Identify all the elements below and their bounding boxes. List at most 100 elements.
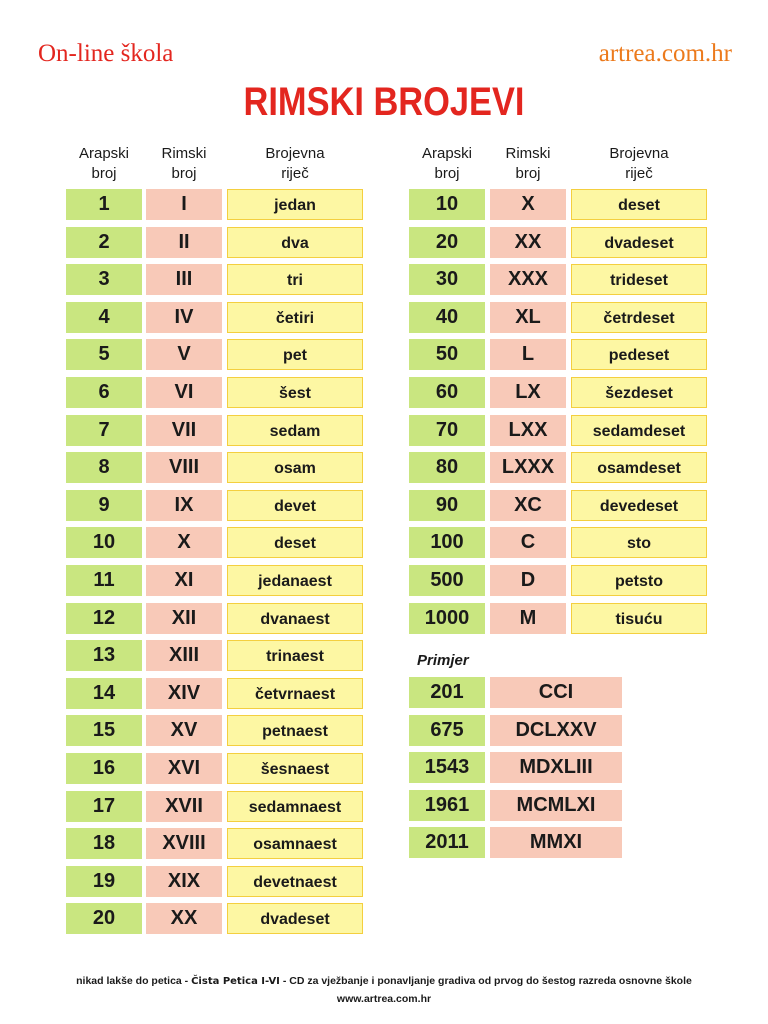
arabic-number-cell: 80 <box>409 452 485 483</box>
roman-numeral-cell: C <box>490 527 566 558</box>
number-word-cell: jedanaest <box>227 565 363 596</box>
roman-numeral-cell: XC <box>490 490 566 521</box>
footer-product: Čista Petica I-VI <box>191 976 280 987</box>
number-word-cell: petnaest <box>227 715 363 746</box>
roman-numeral-cell: X <box>146 527 222 558</box>
roman-numeral-cell: XL <box>490 302 566 333</box>
roman-numeral-cell: II <box>146 227 222 258</box>
arabic-number-cell: 11 <box>66 565 142 596</box>
arabic-number-cell: 60 <box>409 377 485 408</box>
roman-numeral-cell: XX <box>490 227 566 258</box>
roman-numeral-cell: V <box>146 339 222 370</box>
number-word-cell: četiri <box>227 302 363 333</box>
arabic-number-cell: 50 <box>409 339 485 370</box>
example-roman-cell: MCMLXI <box>490 790 622 821</box>
number-word-cell: devedeset <box>571 490 707 521</box>
number-word-cell: tri <box>227 264 363 295</box>
roman-numeral-cell: XVII <box>146 791 222 822</box>
roman-numeral-cell: XIV <box>146 678 222 709</box>
example-roman-cell: CCI <box>490 677 622 708</box>
roman-numeral-cell: VI <box>146 377 222 408</box>
number-word-cell: osamnaest <box>227 828 363 859</box>
number-word-cell: šesnaest <box>227 753 363 784</box>
arabic-number-cell: 10 <box>66 527 142 558</box>
number-word-cell: sedamnaest <box>227 791 363 822</box>
footer-suffix: - CD za vježbanje i ponavljanje gradiva … <box>279 975 692 987</box>
arabic-number-cell: 8 <box>66 452 142 483</box>
number-word-cell: dva <box>227 227 363 258</box>
roman-numeral-cell: XXX <box>490 264 566 295</box>
number-word-cell: pedeset <box>571 339 707 370</box>
number-word-cell: osam <box>227 452 363 483</box>
roman-numeral-cell: III <box>146 264 222 295</box>
right-header-roman: Rimski broj <box>505 145 551 182</box>
arabic-number-cell: 20 <box>66 903 142 934</box>
number-word-cell: tisuću <box>571 603 707 634</box>
roman-numeral-cell: L <box>490 339 566 370</box>
number-word-cell: šezdeset <box>571 377 707 408</box>
example-arabic-cell: 201 <box>409 677 485 708</box>
number-word-cell: sedamdeset <box>571 415 707 446</box>
number-word-cell: trinaest <box>227 640 363 671</box>
roman-numeral-cell: XV <box>146 715 222 746</box>
brand-right[interactable]: artrea.com.hr <box>598 40 732 67</box>
number-word-cell: četrdeset <box>571 302 707 333</box>
arabic-number-cell: 9 <box>66 490 142 521</box>
number-word-cell: trideset <box>571 264 707 295</box>
example-roman-cell: MDXLIII <box>490 752 622 783</box>
roman-numeral-cell: IV <box>146 302 222 333</box>
arabic-number-cell: 500 <box>409 565 485 596</box>
example-roman-cell: MMXI <box>490 827 622 858</box>
examples-label: Primjer <box>417 652 469 669</box>
number-word-cell: pet <box>227 339 363 370</box>
arabic-number-cell: 6 <box>66 377 142 408</box>
number-word-cell: dvadeset <box>571 227 707 258</box>
roman-numeral-cell: LXXX <box>490 452 566 483</box>
arabic-number-cell: 7 <box>66 415 142 446</box>
arabic-number-cell: 19 <box>66 866 142 897</box>
number-word-cell: sto <box>571 527 707 558</box>
arabic-number-cell: 4 <box>66 302 142 333</box>
arabic-number-cell: 16 <box>66 753 142 784</box>
arabic-number-cell: 30 <box>409 264 485 295</box>
footer-line-2[interactable]: www.artrea.com.hr <box>336 993 432 1005</box>
arabic-number-cell: 3 <box>66 264 142 295</box>
left-header-word: Brojevna riječ <box>265 145 325 182</box>
arabic-number-cell: 1000 <box>409 603 485 634</box>
arabic-number-cell: 2 <box>66 227 142 258</box>
footer-prefix: nikad lakše do petica - <box>76 975 192 987</box>
footer-line-1: nikad lakše do petica - Čista Petica I-V… <box>0 975 768 987</box>
roman-numeral-cell: XII <box>146 603 222 634</box>
roman-numeral-cell: D <box>490 565 566 596</box>
right-header-word: Brojevna riječ <box>609 145 669 182</box>
arabic-number-cell: 12 <box>66 603 142 634</box>
arabic-number-cell: 90 <box>409 490 485 521</box>
roman-numeral-cell: VII <box>146 415 222 446</box>
example-roman-cell: DCLXXV <box>490 715 622 746</box>
arabic-number-cell: 20 <box>409 227 485 258</box>
number-word-cell: deset <box>571 189 707 220</box>
roman-numeral-cell: I <box>146 189 222 220</box>
example-arabic-cell: 2011 <box>409 827 485 858</box>
roman-numeral-cell: X <box>490 189 566 220</box>
number-word-cell: osamdeset <box>571 452 707 483</box>
roman-numeral-cell: XVIII <box>146 828 222 859</box>
right-header-arabic: Arapski broj <box>421 145 473 182</box>
number-word-cell: deset <box>227 527 363 558</box>
roman-numeral-cell: VIII <box>146 452 222 483</box>
arabic-number-cell: 10 <box>409 189 485 220</box>
brand-left: On-line škola <box>38 40 174 67</box>
number-word-cell: sedam <box>227 415 363 446</box>
arabic-number-cell: 1 <box>66 189 142 220</box>
arabic-number-cell: 17 <box>66 791 142 822</box>
arabic-number-cell: 40 <box>409 302 485 333</box>
number-word-cell: dvanaest <box>227 603 363 634</box>
arabic-number-cell: 70 <box>409 415 485 446</box>
example-arabic-cell: 675 <box>409 715 485 746</box>
left-header-arabic: Arapski broj <box>78 145 130 182</box>
number-word-cell: devetnaest <box>227 866 363 897</box>
roman-numeral-cell: IX <box>146 490 222 521</box>
arabic-number-cell: 14 <box>66 678 142 709</box>
left-header-roman: Rimski broj <box>161 145 207 182</box>
number-word-cell: šest <box>227 377 363 408</box>
